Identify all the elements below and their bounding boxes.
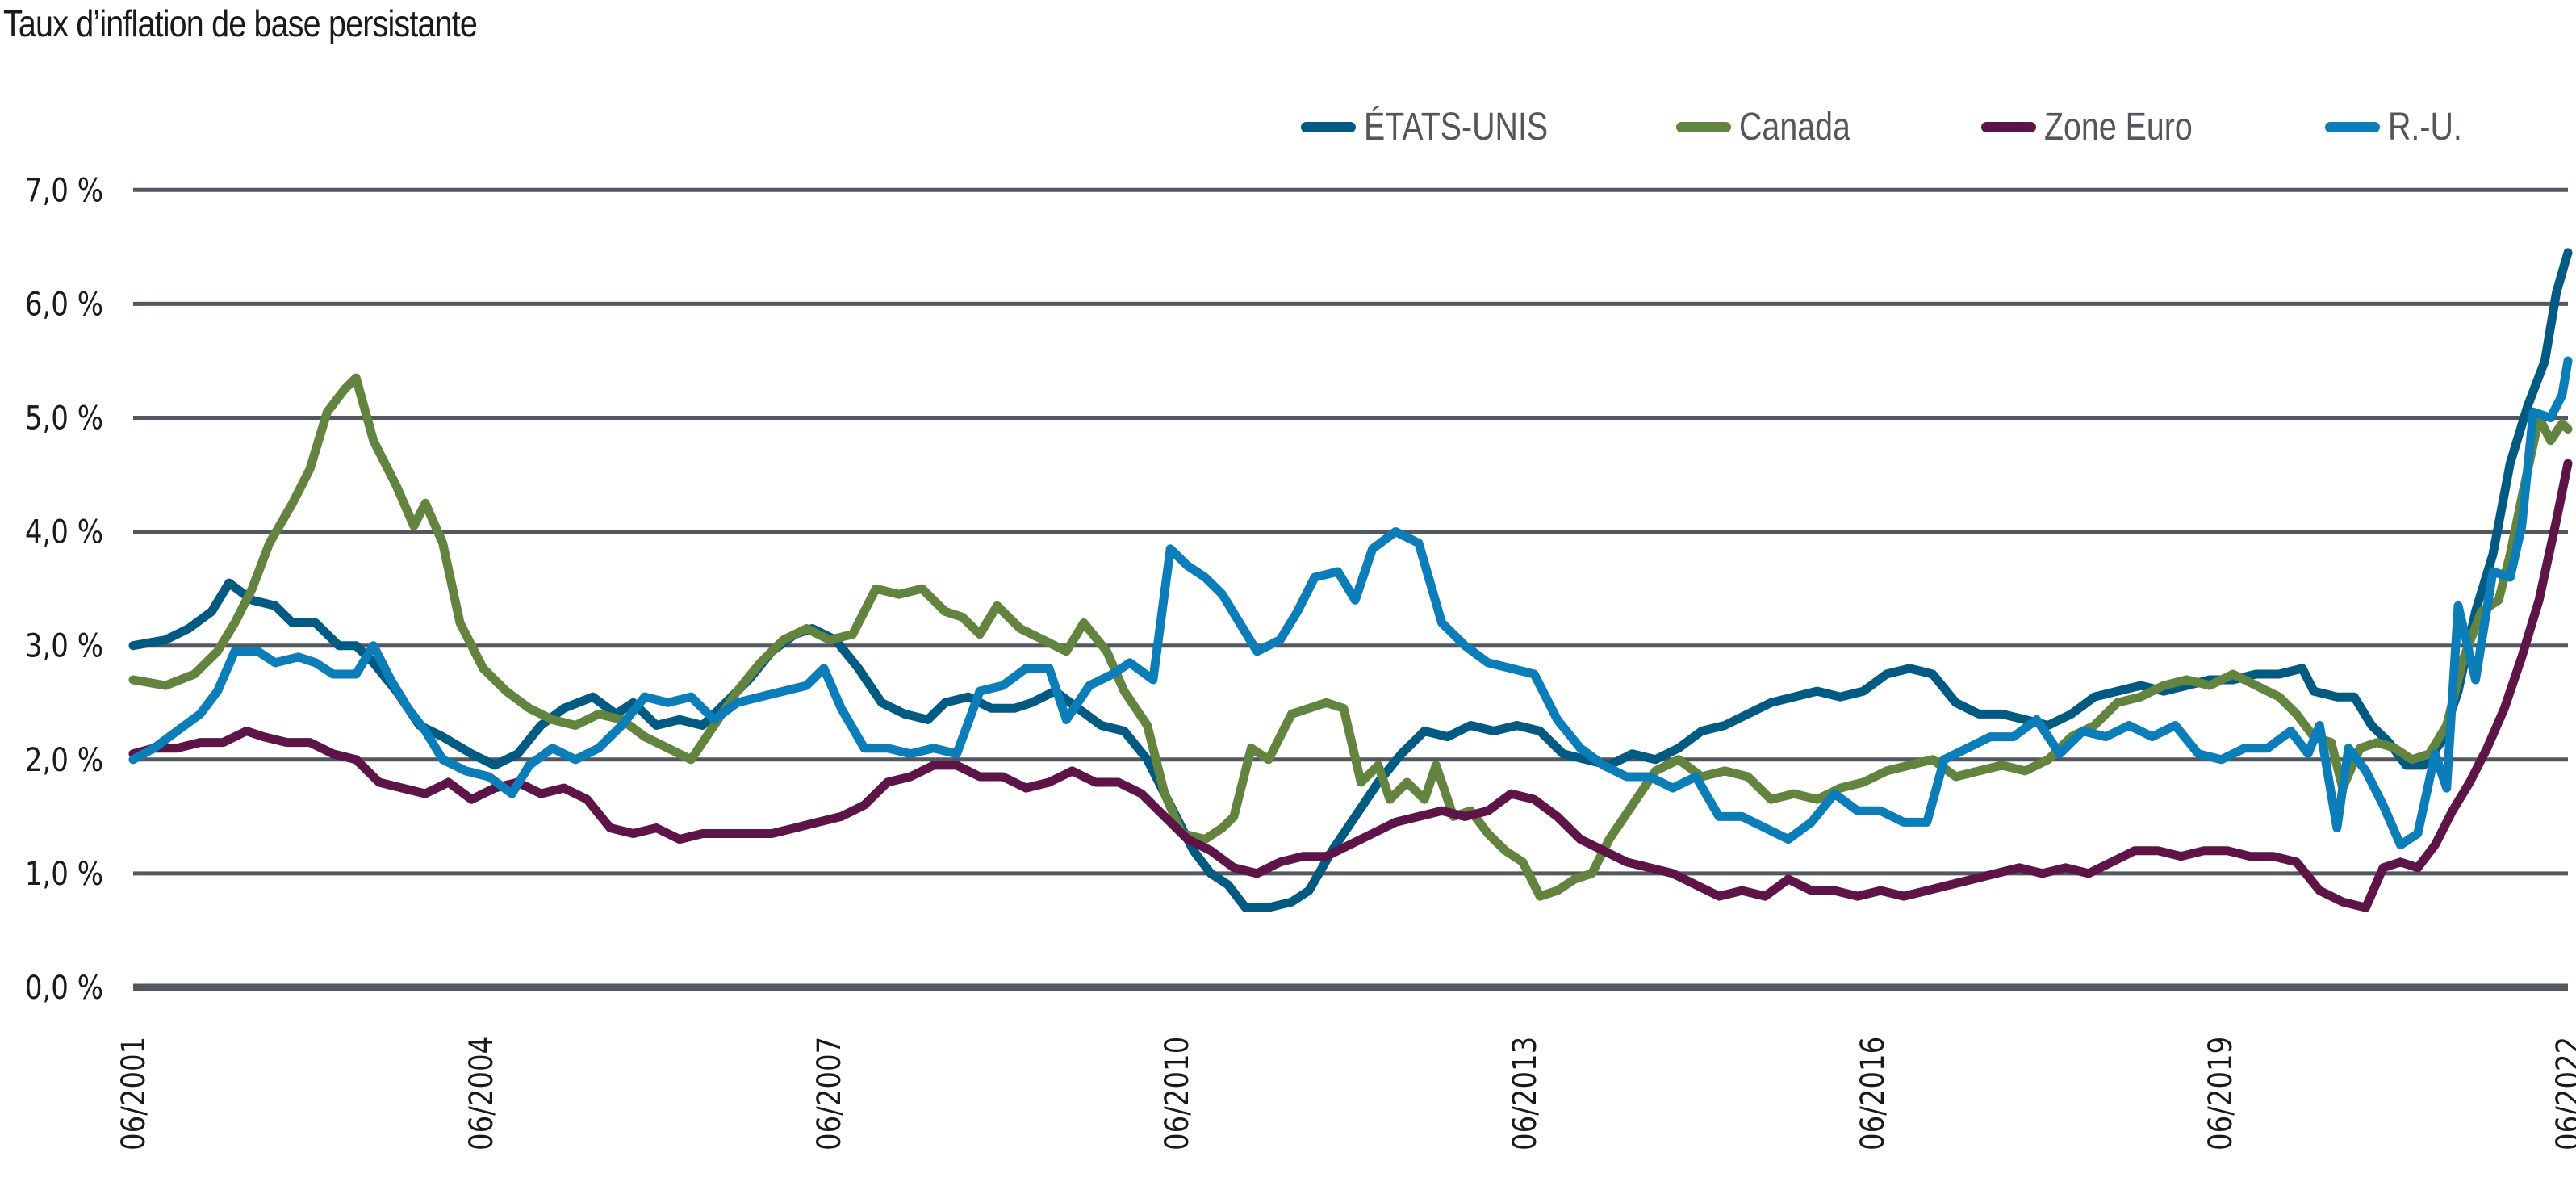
x-tick-label: 06/2001 [115,1037,152,1150]
y-tick-label: 5,0 % [25,400,103,437]
x-tick-label: 06/2013 [1506,1037,1543,1150]
legend-item: ÉTATS-UNIS [1301,105,1588,149]
y-tick-label: 0,0 % [25,969,103,1006]
legend-swatch-icon [1981,122,2036,132]
series-line [128,373,2573,901]
y-tick-label: 2,0 % [25,741,103,778]
series-line [128,459,2573,912]
y-tick-label: 7,0 % [25,172,103,209]
legend-label: ÉTATS-UNIS [1364,106,1549,149]
legend-label: Canada [1739,106,1850,149]
x-tick-label: 06/2019 [2202,1037,2239,1150]
chart-title: Taux d’inflation de base persistante [3,2,478,44]
y-tick-label: 6,0 % [25,286,103,323]
legend-swatch-icon [1301,122,1356,132]
legend-label: R.-U. [2388,106,2462,149]
series-line [128,248,2573,912]
y-tick-label: 1,0 % [25,855,103,892]
legend-item: R.-U. [2325,105,2478,149]
y-tick-label: 4,0 % [25,513,103,551]
series-line [128,356,2573,850]
x-tick-label: 06/2016 [1854,1037,1891,1150]
legend-swatch-icon [1676,122,1731,132]
legend-item: Canada [1676,105,1875,149]
legend-item: Zone Euro [1981,105,2225,149]
y-tick-label: 3,0 % [25,627,103,664]
x-tick-label: 06/2007 [810,1037,847,1150]
x-tick-label: 06/2004 [462,1037,500,1150]
x-tick-label: 06/2010 [1158,1037,1195,1150]
legend-label: Zone Euro [2044,106,2193,149]
x-tick-label: 06/2022 [2549,1037,2576,1150]
legend-swatch-icon [2325,122,2380,132]
